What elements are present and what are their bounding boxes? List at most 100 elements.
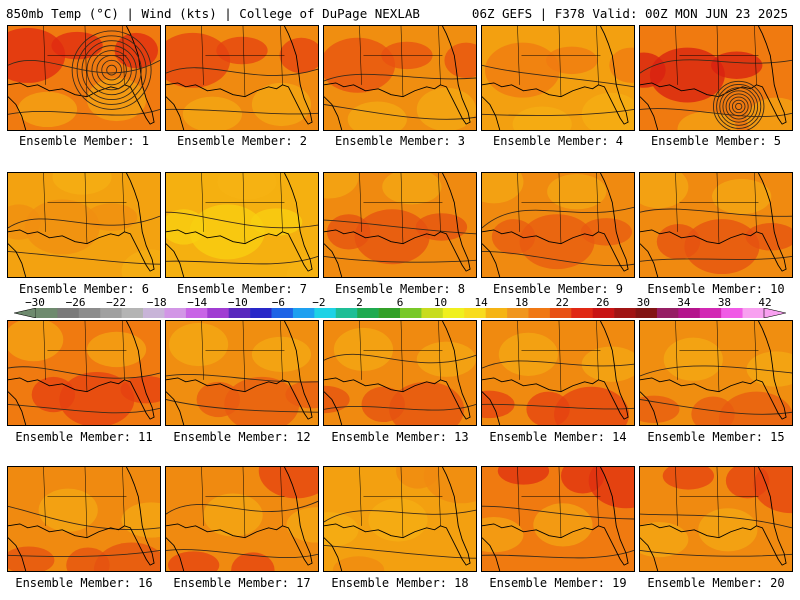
cyclone-contour: [101, 59, 122, 81]
temperature-anomaly-region: [231, 552, 275, 571]
map-boundary-line: [324, 173, 471, 272]
colorbar-swatch: [121, 308, 144, 318]
colorbar-swatch: [250, 308, 272, 318]
temperature-anomaly-region: [167, 551, 220, 571]
map-boundary-line: [640, 391, 659, 425]
temperature-anomaly-region: [86, 331, 147, 368]
colorbar-tick-label: 34: [677, 296, 691, 309]
temperature-anomaly-region: [203, 493, 263, 537]
temperature-anomaly-region: [347, 101, 407, 130]
colorbar-tick-label: 22: [555, 296, 569, 309]
temperature-map: [324, 173, 476, 277]
colorbar-tick-label: 30: [636, 296, 650, 309]
map-boundary-line: [166, 467, 313, 566]
colorbar-swatch: [571, 308, 594, 318]
temperature-anomaly-region: [580, 218, 633, 246]
map-boundary-line: [482, 537, 501, 571]
temperature-anomaly-region: [93, 542, 160, 571]
colorbar-tick-label: −2: [312, 296, 326, 309]
colorbar-tick-label: −6: [271, 296, 285, 309]
temperature-anomaly-region: [640, 521, 689, 558]
temperature-map: [482, 173, 634, 277]
temperature-anomaly-region: [416, 87, 476, 130]
temperature-anomaly-region: [581, 346, 634, 382]
map-boundary-line: [482, 96, 501, 130]
colorbar-tick-label: 42: [758, 296, 772, 309]
temperature-anomaly-region: [251, 82, 312, 127]
ensemble-member-label: Ensemble Member: 6: [18, 282, 150, 296]
map-boundary-line: [675, 321, 759, 392]
temperature-anomaly-region: [196, 381, 241, 418]
colorbar-swatch: [228, 308, 251, 318]
map-boundary-line: [359, 26, 443, 97]
cyclone-contour: [91, 50, 132, 91]
map-boundary-line: [43, 467, 127, 538]
ensemble-map-panel: [481, 320, 635, 426]
temperature-anomaly-region: [258, 467, 318, 499]
ensemble-map-panel: [7, 172, 161, 278]
cyclone-contour: [86, 45, 137, 96]
map-boundary-line: [166, 391, 185, 425]
map-boundary-line: [640, 26, 787, 125]
temperature-map: [8, 467, 160, 571]
temperature-anomaly-region: [482, 173, 524, 204]
cyclone-contour: [106, 64, 118, 76]
colorbar-tick-label: 14: [474, 296, 488, 309]
pressure-contour: [166, 500, 318, 559]
ensemble-member-label: Ensemble Member: 3: [334, 134, 466, 148]
temperature-anomaly-region: [581, 92, 634, 130]
ensemble-map-panel: [7, 466, 161, 572]
map-boundary-line: [201, 26, 285, 97]
ensemble-member-label: Ensemble Member: 2: [176, 134, 308, 148]
colorbar-tick-label: 26: [596, 296, 610, 309]
temperature-map: [482, 467, 634, 571]
cyclone-contour: [731, 99, 746, 114]
pressure-contour: [482, 64, 634, 116]
temperature-anomaly-region: [547, 173, 607, 210]
cyclone-contour: [719, 87, 759, 126]
colorbar-swatch: [442, 308, 465, 318]
colorbar-swatch: [400, 308, 422, 318]
colorbar-swatch: [592, 308, 615, 318]
ensemble-map-panel: [165, 25, 319, 131]
map-boundary-line: [8, 537, 27, 571]
map-boundary-line: [675, 173, 759, 244]
ensemble-member-label: Ensemble Member: 19: [489, 576, 627, 590]
map-boundary-line: [8, 321, 155, 420]
colorbar-swatch: [185, 308, 208, 318]
header-title-left: 850mb Temp (°C) | Wind (kts) | College o…: [6, 6, 420, 21]
ensemble-member-label: Ensemble Member: 12: [173, 430, 311, 444]
ensemble-map-panel: [323, 466, 477, 572]
colorbar-swatch: [678, 308, 701, 318]
temperature-anomaly-region: [279, 37, 318, 74]
colorbar-swatch: [742, 308, 765, 318]
temperature-anomaly-region: [66, 547, 110, 571]
temperature-anomaly-region: [554, 386, 630, 425]
temperature-anomaly-region: [609, 47, 634, 83]
colorbar-tick-label: −18: [146, 296, 167, 309]
ensemble-member-label: Ensemble Member: 18: [331, 576, 469, 590]
temperature-anomaly-region: [718, 391, 792, 425]
ensemble-member-label: Ensemble Member: 20: [647, 576, 785, 590]
ensemble-member-label: Ensemble Member: 15: [647, 430, 785, 444]
temperature-anomaly-region: [482, 517, 524, 553]
cyclone-contour: [735, 102, 743, 111]
temperature-map: [8, 26, 160, 130]
temperature-map: [8, 173, 160, 277]
map-boundary-line: [359, 467, 443, 538]
map-boundary-line: [166, 537, 185, 571]
map-boundary-line: [675, 26, 759, 97]
map-boundary-line: [359, 173, 443, 244]
temperature-map: [166, 467, 318, 571]
ensemble-member-label: Ensemble Member: 8: [334, 282, 466, 296]
temperature-anomaly-region: [286, 507, 318, 543]
map-boundary-line: [324, 243, 343, 277]
ensemble-map-panel: [7, 320, 161, 426]
temperature-map: [640, 321, 792, 425]
ensemble-map-panel: [481, 172, 635, 278]
ensemble-map-panel: [165, 172, 319, 278]
pressure-contour: [8, 59, 160, 116]
temperature-anomaly-region: [663, 337, 723, 381]
map-boundary-line: [482, 467, 629, 566]
temperature-anomaly-region: [698, 508, 758, 552]
